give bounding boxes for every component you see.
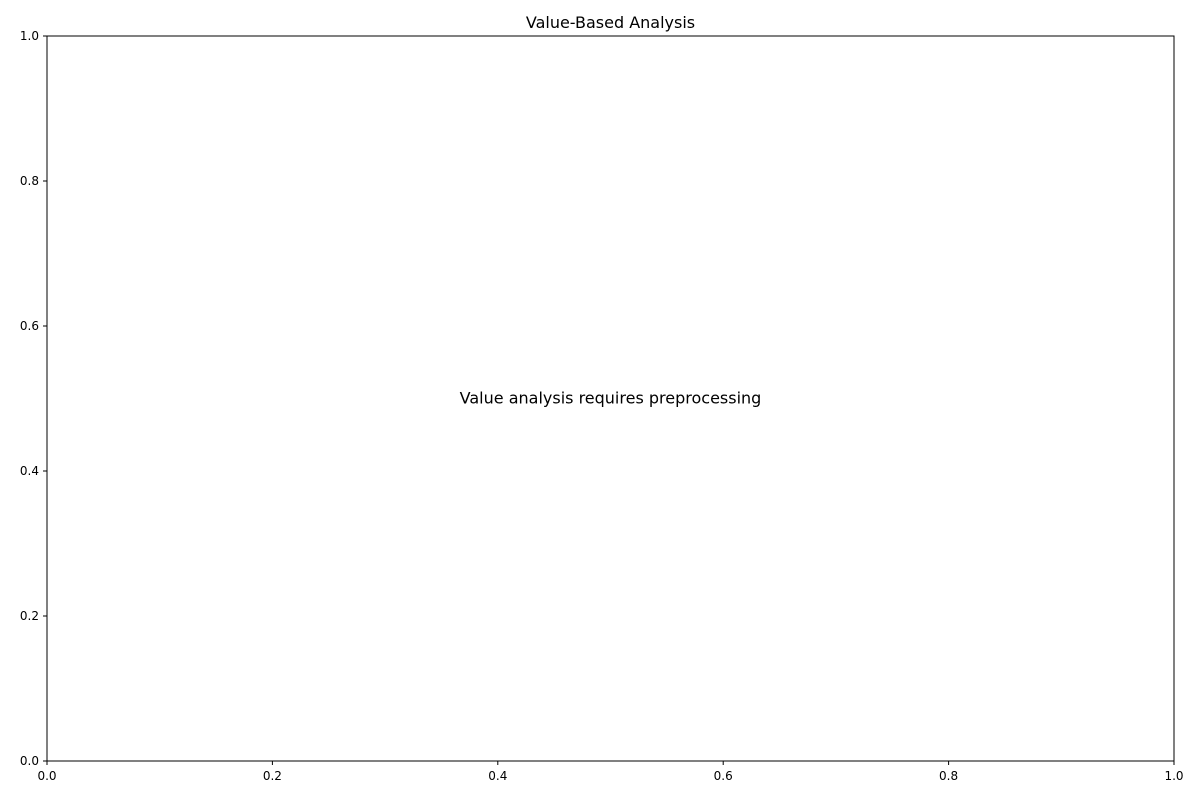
y-tick-label: 0.2 (20, 609, 39, 623)
y-tick-label: 0.4 (20, 464, 39, 478)
x-tick-label: 1.0 (1164, 769, 1183, 783)
x-tick-label: 0.8 (939, 769, 958, 783)
x-tick-label: 0.0 (37, 769, 56, 783)
y-tick-label: 0.6 (20, 319, 39, 333)
plot-area-frame (46, 35, 1175, 762)
y-tick-label: 1.0 (20, 29, 39, 43)
y-tick-label: 0.8 (20, 174, 39, 188)
x-tick-label: 0.6 (714, 769, 733, 783)
x-axis: 0.0 0.2 0.4 0.6 0.8 1.0 (37, 761, 1184, 783)
y-axis: 0.0 0.2 0.4 0.6 0.8 1.0 (20, 29, 47, 768)
chart-annotation: Value analysis requires preprocessing (460, 389, 762, 408)
x-tick-label: 0.4 (488, 769, 507, 783)
chart-title: Value-Based Analysis (526, 13, 695, 32)
y-tick-label: 0.0 (20, 754, 39, 768)
x-tick-label: 0.2 (263, 769, 282, 783)
